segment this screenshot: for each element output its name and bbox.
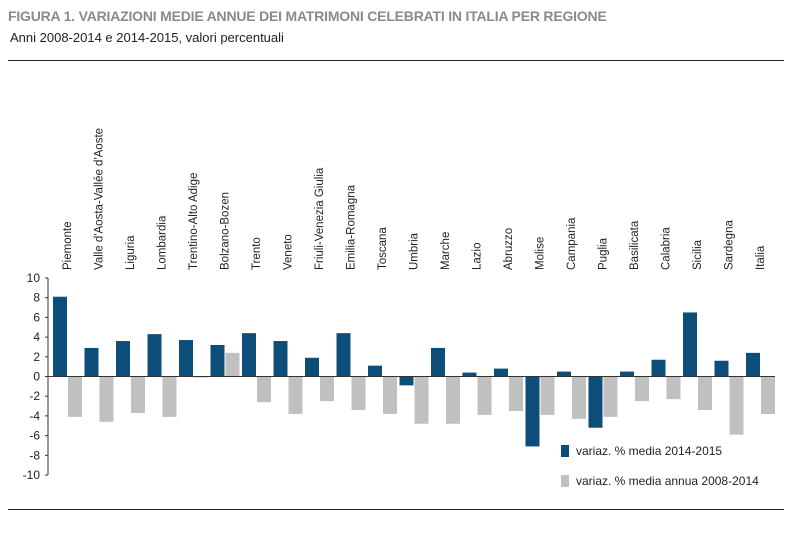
bar-series-2008-2014 [540, 376, 555, 415]
bar-series-2014-2015 [525, 376, 540, 447]
y-tick-label: 6 [33, 310, 40, 324]
category-label: Piemonte [62, 221, 74, 270]
bar-series-2014-2015 [651, 359, 666, 377]
bar-series-2008-2014 [698, 376, 712, 410]
bar-series-2014-2015 [746, 352, 760, 377]
y-tick-label: -10 [23, 468, 41, 482]
category-label: Trento [251, 237, 263, 270]
category-label: Emilia-Romagna [346, 184, 358, 270]
bar-series-2014-2015 [116, 341, 130, 377]
bar-series-2014-2015 [242, 333, 256, 377]
bar-series-2014-2015 [273, 341, 288, 377]
category-label: Marche [440, 232, 452, 270]
y-tick-label: -6 [29, 429, 40, 443]
axes-layer: 10 8 6 4 2 0 -2 -4 -6 -8 -10 [23, 271, 775, 482]
bar-series-2008-2014 [351, 376, 366, 410]
category-label: Molise [535, 237, 547, 270]
category-label: Friuli-Venezia Giulia [314, 167, 326, 270]
bar-series-2014-2015 [336, 333, 351, 377]
bar-series-2014-2015 [462, 372, 477, 377]
bar-series-2014-2015 [620, 371, 634, 377]
category-label: Liguria [125, 235, 137, 270]
bar-series-2014-2015 [683, 312, 697, 377]
y-tick-label: 8 [33, 291, 40, 305]
category-label: Toscana [377, 227, 389, 270]
bar-series-2014-2015 [210, 344, 225, 377]
bar-series-2008-2014 [99, 376, 114, 422]
bar-series-2008-2014 [68, 376, 82, 417]
bar-series-2014-2015 [368, 365, 382, 377]
category-label: Umbria [409, 232, 421, 270]
legend: variaz. % media 2014-2015 variaz. % media… [561, 444, 759, 488]
y-tick-label: 0 [33, 370, 40, 384]
bar-series-2014-2015 [179, 340, 193, 377]
category-label: Basilicata [629, 220, 641, 270]
bar-series-2008-2014 [414, 376, 429, 424]
bar-series-2014-2015 [53, 296, 67, 377]
bar-series-2014-2015 [431, 347, 445, 377]
bar-series-2008-2014 [635, 376, 649, 402]
category-label: Veneto [283, 234, 295, 270]
bar-series-2014-2015 [494, 368, 508, 377]
bar-series-2008-2014 [603, 376, 618, 417]
category-label: Campania [566, 217, 578, 270]
y-tick-label: -4 [29, 409, 40, 423]
y-tick-label: 4 [33, 330, 40, 344]
category-label: Italia [755, 245, 767, 270]
bar-series-2008-2014 [288, 376, 303, 414]
category-labels: Piemonte Valle d'Aosta-Vallée d'Aoste Ligu… [62, 128, 767, 270]
bar-series-2014-2015 [305, 357, 319, 377]
y-tick-label: -8 [29, 448, 40, 462]
y-tick-label: 2 [33, 350, 40, 364]
category-label: Bolzano-Bozen [220, 192, 232, 270]
category-label: Abruzzo [503, 228, 515, 270]
bar-series-2014-2015 [84, 347, 99, 377]
bar-series-2008-2014 [477, 376, 492, 415]
bar-series-2008-2014 [383, 376, 397, 414]
bar-series-2014-2015 [147, 334, 162, 377]
bar-series-2014-2015 [588, 376, 603, 428]
chart-title: FIGURA 1. VARIAZIONI MEDIE ANNUE DEI MAT… [8, 8, 607, 24]
bar-series-2008-2014 [729, 376, 744, 435]
bar-series-2008-2014 [666, 376, 681, 400]
y-tick-label: -2 [29, 389, 40, 403]
y-tick-label: 10 [27, 271, 41, 285]
legend-swatch [561, 445, 569, 457]
legend-label: variaz. % media 2014-2015 [576, 444, 722, 458]
category-label: Lombardia [157, 215, 169, 270]
bar-series-2008-2014 [509, 376, 523, 411]
bottom-divider [8, 509, 784, 510]
bar-series-2014-2015 [557, 371, 571, 377]
bar-series-2008-2014 [225, 352, 240, 377]
bar-series-2008-2014 [162, 376, 177, 417]
bar-series-2008-2014 [446, 376, 460, 424]
category-label: Valle d'Aosta-Vallée d'Aoste [94, 128, 106, 270]
category-label: Trentino-Alto Adige [188, 173, 200, 270]
category-label: Sicilia [692, 239, 704, 270]
bar-series-2008-2014 [320, 376, 334, 402]
chart-subtitle: Anni 2008-2014 e 2014-2015, valori perce… [10, 30, 284, 45]
bar-series-2008-2014 [257, 376, 271, 403]
category-label: Sardegna [724, 220, 736, 270]
category-label: Lazio [472, 243, 484, 271]
bar-series-2008-2014 [131, 376, 145, 413]
bar-series-2014-2015 [714, 360, 729, 377]
bar-series-2008-2014 [572, 376, 586, 419]
category-label: Puglia [598, 237, 610, 270]
category-label: Calabria [661, 227, 673, 270]
bar-series-2014-2015 [399, 376, 414, 386]
legend-swatch [561, 475, 569, 487]
legend-label: variaz. % media annua 2008-2014 [576, 474, 759, 488]
top-divider [8, 60, 784, 61]
bars-layer [53, 296, 775, 447]
bar-series-2008-2014 [761, 376, 775, 414]
